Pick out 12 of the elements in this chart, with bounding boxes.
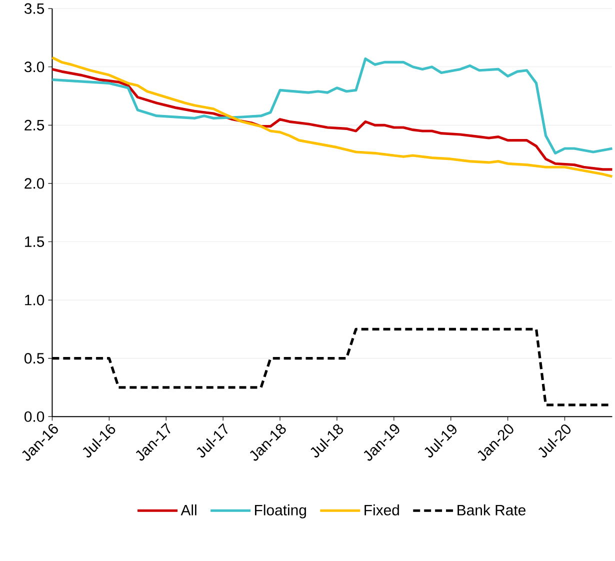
y-tick-label: 2.5 <box>24 120 44 130</box>
y-tick-label: 3.5 <box>24 3 44 14</box>
legend-label: Bank Rate <box>458 504 526 516</box>
y-tick-label: 1.5 <box>25 236 44 247</box>
legend-label: Floating <box>255 504 306 518</box>
legend-label: All <box>180 504 196 516</box>
y-tick-label: 2.0 <box>24 178 44 189</box>
y-tick-label: 3.0 <box>24 62 44 72</box>
legend-label: Fixed <box>364 504 399 516</box>
y-tick-label: 0.0 <box>24 411 44 422</box>
y-tick-label: 1.0 <box>25 294 44 306</box>
y-tick-label: 0.5 <box>24 352 44 364</box>
